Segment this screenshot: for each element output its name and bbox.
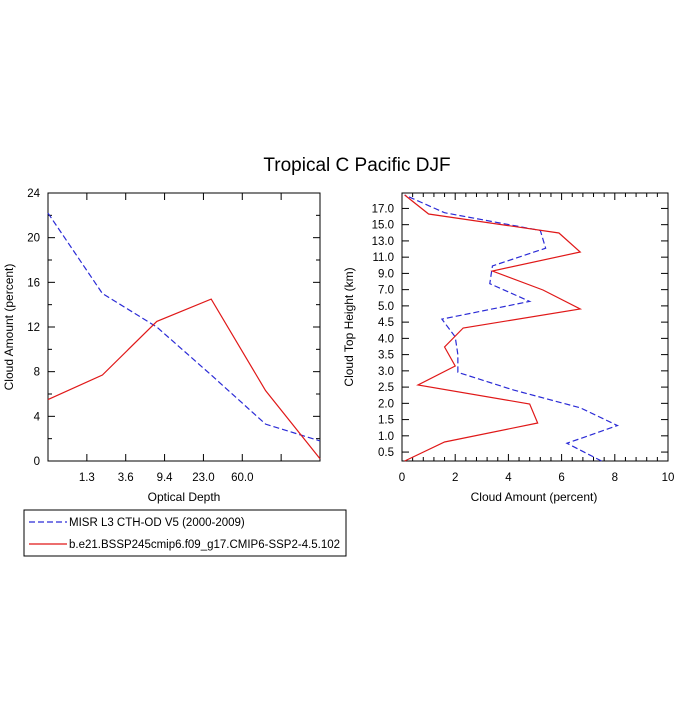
right-x-tick-label: 8	[612, 472, 618, 484]
right-x-axis-label: Cloud Amount (percent)	[471, 490, 598, 504]
right-y-tick-label: 2.0	[378, 398, 394, 410]
right-y-tick-label: 4.5	[378, 317, 394, 329]
left-y-tick-label: 12	[27, 322, 40, 334]
right-series-misr-line	[404, 194, 620, 462]
right-x-tick-label: 0	[399, 472, 405, 484]
right-x-tick-label: 10	[662, 472, 675, 484]
right-x-tick-label: 6	[558, 472, 564, 484]
left-x-tick-label: 23.0	[192, 472, 214, 484]
left-series-misr-line	[47, 212, 321, 442]
left-x-tick-label: 3.6	[118, 472, 134, 484]
legend-box	[23, 509, 347, 557]
right-x-tick-label: 4	[505, 472, 512, 484]
right-y-tick-label: 3.0	[378, 366, 394, 378]
left-y-tick-label: 8	[34, 367, 40, 379]
legend-label-misr: MISR L3 CTH-OD V5 (2000-2009)	[69, 517, 245, 529]
left-y-tick-label: 16	[27, 277, 40, 289]
legend: MISR L3 CTH-OD V5 (2000-2009) b.e21.BSSP…	[23, 509, 347, 557]
right-y-tick-label: 1.5	[378, 415, 394, 427]
right-plot: 0.5 1.0 1.5 2.0 2.5 3.0 3.5 4.0 4.5 5.0 7.0 9.0 11.0…	[372, 192, 675, 484]
left-x-tick-label: 1.3	[79, 472, 95, 484]
left-y-tick-label: 24	[27, 188, 40, 200]
right-y-tick-label: 7.0	[378, 285, 394, 297]
right-y-axis-label: Cloud Top Height (km)	[342, 267, 356, 386]
left-plot-frame	[47, 192, 321, 462]
left-series-model-line	[47, 298, 321, 460]
right-y-tick-label: 3.5	[378, 350, 394, 362]
left-plot: 0 4 8 12 16 20 24 1.3 3.6 9.4 23.0 60.0	[27, 188, 321, 484]
left-x-axis-label: Optical Depth	[148, 490, 221, 504]
right-y-tick-label: 4.0	[378, 333, 394, 345]
chart-title: Tropical C Pacific DJF	[263, 155, 450, 176]
right-y-tick-label: 17.0	[372, 203, 394, 215]
right-x-tick-label: 2	[452, 472, 458, 484]
right-plot-frame	[401, 192, 669, 462]
right-y-tick-label: 11.0	[372, 252, 394, 264]
right-y-tick-label: 9.0	[378, 268, 394, 280]
right-y-tick-label: 15.0	[372, 220, 394, 232]
right-y-tick-label: 2.5	[378, 382, 394, 394]
right-y-tick-label: 5.0	[378, 301, 394, 313]
left-y-tick-label: 20	[27, 233, 40, 245]
left-x-tick-label: 60.0	[231, 472, 253, 484]
right-y-tick-label: 1.0	[378, 431, 394, 443]
right-y-tick-label: 0.5	[378, 447, 394, 459]
right-y-tick-label: 13.0	[372, 236, 394, 248]
left-y-tick-label: 0	[34, 456, 40, 468]
right-series-model-line	[404, 194, 583, 462]
left-y-axis-label: Cloud Amount (percent)	[2, 264, 16, 391]
legend-label-model: b.e21.BSSP245cmip6.f09_g17.CMIP6-SSP2-4.…	[69, 539, 340, 551]
left-y-tick-label: 4	[34, 411, 41, 423]
left-x-tick-label: 9.4	[157, 472, 174, 484]
